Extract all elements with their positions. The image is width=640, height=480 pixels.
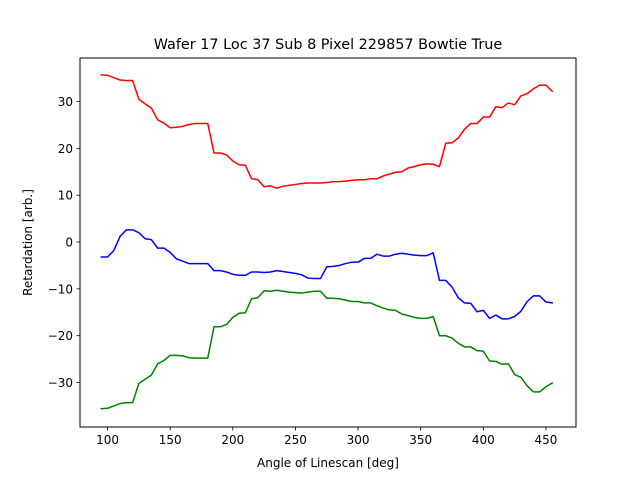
x-tick-label: 200 xyxy=(221,433,244,447)
axes-frame xyxy=(79,57,577,428)
y-axis-label: Retardation [arb.] xyxy=(21,189,35,296)
x-tick-label: 250 xyxy=(284,433,307,447)
x-tick-label: 400 xyxy=(472,433,495,447)
y-tick-label: −10 xyxy=(48,282,73,296)
y-axis: −30 −20 −10 0 10 20 30 xyxy=(48,95,80,390)
x-tick-label: 450 xyxy=(534,433,557,447)
y-tick-label: −30 xyxy=(48,376,73,390)
x-axis-label: Angle of Linescan [deg] xyxy=(257,456,399,470)
y-tick-label: 0 xyxy=(65,236,73,250)
y-tick-label: 10 xyxy=(58,189,73,203)
plot-area xyxy=(100,74,554,410)
y-tick-label: −20 xyxy=(48,329,73,343)
y-tick-label: 30 xyxy=(58,95,73,109)
x-tick-label: 300 xyxy=(347,433,370,447)
x-tick-label: 350 xyxy=(409,433,432,447)
series-line-green xyxy=(100,289,554,410)
chart-title: Wafer 17 Loc 37 Sub 8 Pixel 229857 Bowti… xyxy=(154,37,503,53)
series-line-blue xyxy=(100,229,554,320)
x-axis: 100 150 200 250 300 350 400 450 xyxy=(96,427,557,447)
x-tick-label: 150 xyxy=(159,433,182,447)
series-line-red xyxy=(100,74,554,189)
y-tick-label: 20 xyxy=(58,142,73,156)
x-tick-label: 100 xyxy=(96,433,119,447)
